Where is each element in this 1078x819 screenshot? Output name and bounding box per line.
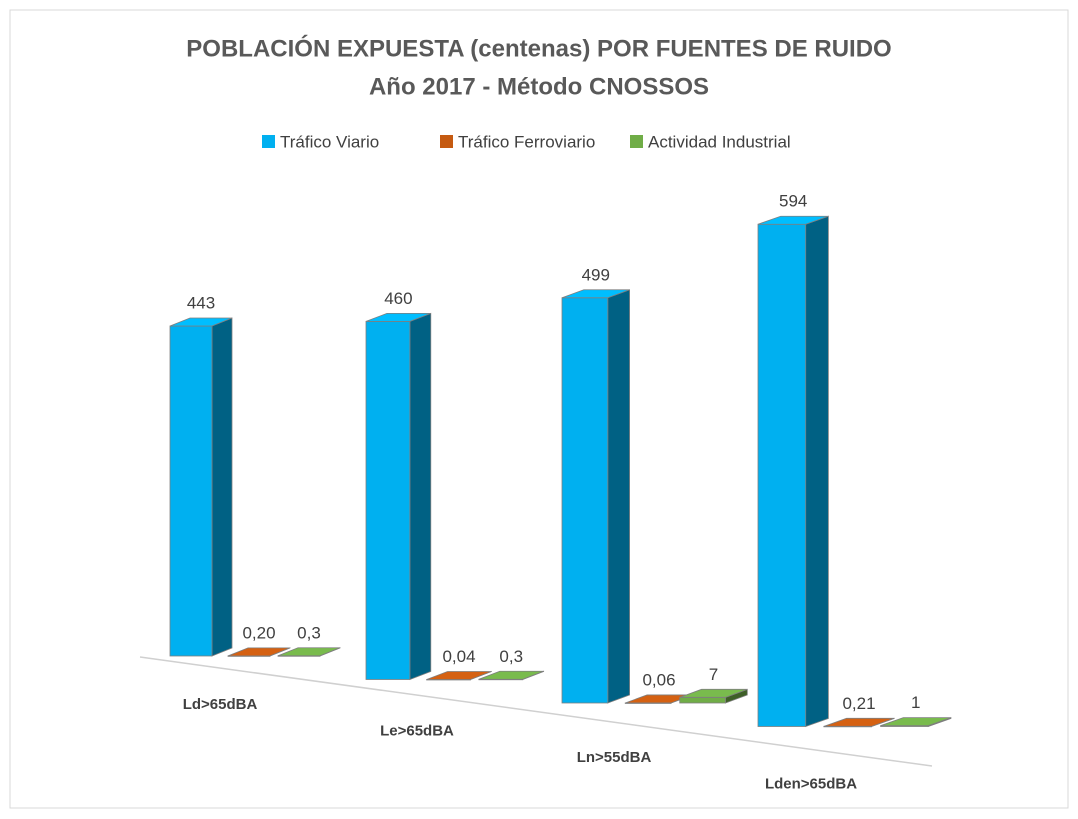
bar-front xyxy=(365,320,411,680)
data-label: 0,21 xyxy=(842,694,875,713)
bar xyxy=(561,289,630,704)
x-tick-label: Lden>65dBA xyxy=(765,775,857,792)
bar-top xyxy=(426,671,492,680)
bar-side xyxy=(607,289,630,704)
bar xyxy=(365,312,432,681)
legend-label: Tráfico Ferroviario xyxy=(458,132,595,151)
chart-border xyxy=(9,9,1069,809)
bar-top xyxy=(365,312,431,322)
bar xyxy=(227,647,291,657)
data-label: 460 xyxy=(384,289,412,308)
bar xyxy=(478,670,545,681)
data-label: 499 xyxy=(582,265,610,284)
bar-top xyxy=(227,647,291,657)
bar-top xyxy=(478,670,544,680)
bar xyxy=(169,317,233,657)
bar-side xyxy=(409,312,432,681)
bar-top xyxy=(277,647,341,657)
chart-title: POBLACIÓN EXPUESTA (centenas) POR FUENTE… xyxy=(186,34,891,62)
bar xyxy=(757,215,829,728)
legend-swatch xyxy=(262,135,275,148)
bar-top xyxy=(561,289,630,299)
chart-subtitle: Año 2017 - Método CNOSSOS xyxy=(369,73,709,100)
legend-swatch xyxy=(630,135,643,148)
bar-front xyxy=(169,325,213,657)
data-label: 0,04 xyxy=(442,647,475,666)
data-label: 7 xyxy=(709,665,718,684)
legend-label: Tráfico Viario xyxy=(280,132,379,151)
x-tick-label: Le>65dBA xyxy=(380,722,454,739)
bar xyxy=(679,688,748,704)
legend: Tráfico Viario Tráfico Ferroviario Activid… xyxy=(262,132,791,151)
bar-front xyxy=(561,297,609,704)
data-label: 0,06 xyxy=(642,670,675,689)
bar xyxy=(880,717,952,728)
bar xyxy=(426,670,492,681)
x-tick-label: Ld>65dBA xyxy=(183,696,258,713)
bar-front xyxy=(757,223,807,727)
data-label: 443 xyxy=(187,293,215,312)
bar-top xyxy=(169,317,233,327)
bar-side xyxy=(805,215,829,728)
legend-label: Actividad Industrial xyxy=(648,132,791,151)
data-label: 594 xyxy=(779,192,807,211)
bar xyxy=(277,647,341,657)
bar-top xyxy=(679,688,748,698)
data-label: 0,3 xyxy=(297,623,321,642)
bar-front xyxy=(679,696,726,704)
bar-side xyxy=(211,317,233,657)
bar xyxy=(823,717,895,728)
bar-top xyxy=(757,215,829,225)
data-label: 1 xyxy=(911,693,920,712)
bar-top xyxy=(823,717,895,727)
legend-swatch xyxy=(440,135,453,148)
data-label: 0,3 xyxy=(499,647,523,666)
floor-line xyxy=(139,656,933,767)
x-tick-label: Ln>55dBA xyxy=(577,749,652,766)
data-label: 0,20 xyxy=(242,623,275,642)
bar-top xyxy=(880,717,952,727)
